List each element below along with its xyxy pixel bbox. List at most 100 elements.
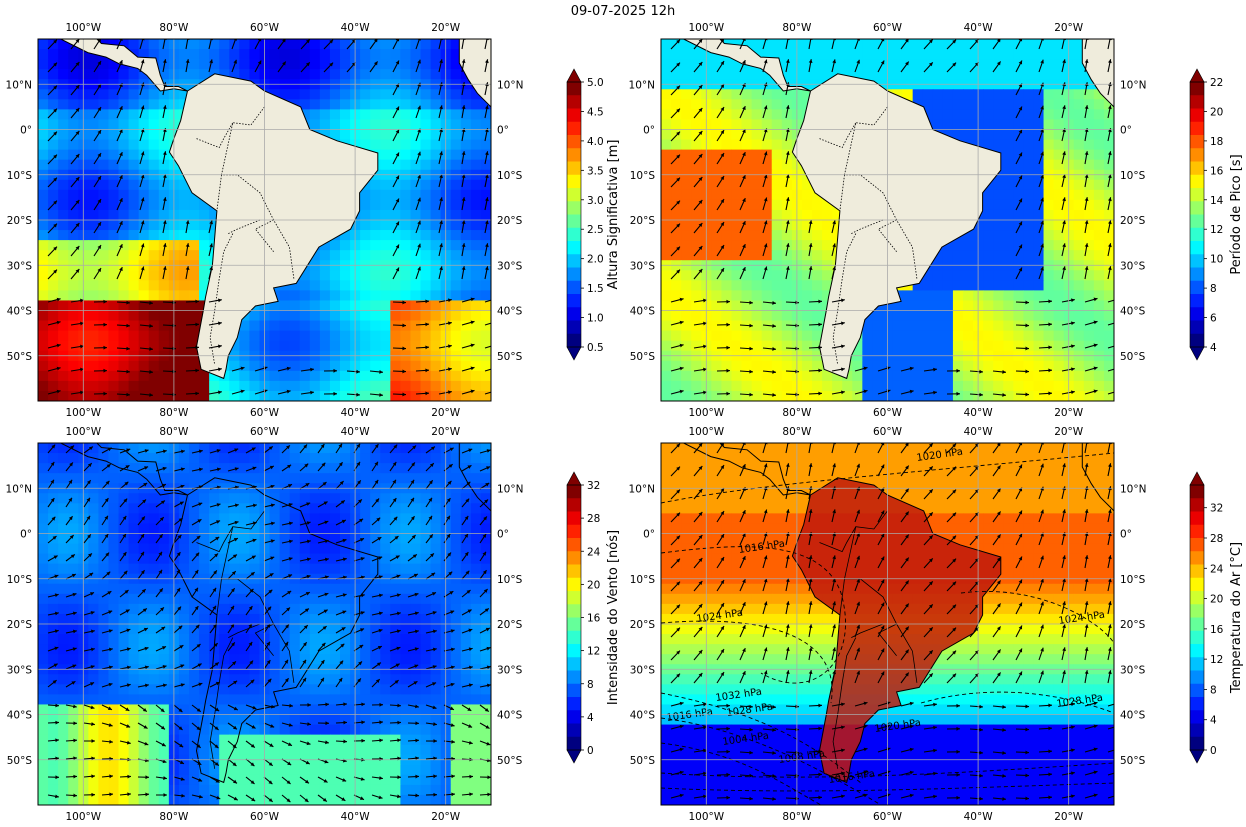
colorbar-segment <box>567 524 581 539</box>
colorbar-segment <box>567 564 581 579</box>
wind-arrow-head <box>233 59 238 64</box>
wind-arrow-head <box>73 738 77 743</box>
wind-arrow-head <box>679 366 684 371</box>
wind-arrow-head <box>703 702 707 707</box>
lat-tick-label: 10°N <box>1120 483 1146 495</box>
wind-arrow-head <box>1084 151 1089 155</box>
wind-arrow-head <box>53 131 57 136</box>
wind-arrow-head <box>430 446 435 451</box>
colorbar-segment <box>1190 683 1204 698</box>
wind-arrow-head <box>447 298 452 303</box>
wind-arrow-head <box>53 85 57 90</box>
wind-arrow-head <box>149 393 153 397</box>
wind-arrow-head <box>53 555 58 560</box>
wind-arrow-head <box>679 793 684 798</box>
wind-arrow-head <box>785 578 790 583</box>
wind-arrow-head <box>214 761 219 766</box>
wind-arrow-head <box>1093 389 1098 394</box>
wind-arrow-head <box>698 39 703 43</box>
wind-arrow-head <box>880 510 885 515</box>
wind-arrow-head <box>55 794 59 799</box>
wind-arrow-head <box>338 677 343 682</box>
wind-arrow-head <box>270 724 275 728</box>
wind-arrow-head <box>772 324 776 328</box>
wind-arrow-head <box>676 269 680 274</box>
wind-arrow-head <box>676 39 680 44</box>
wind-arrow <box>231 39 237 50</box>
wind-arrow-head <box>808 647 813 651</box>
wind-arrow-head <box>863 389 868 394</box>
wind-arrow-head <box>288 574 293 578</box>
wind-arrow-head <box>1117 366 1121 370</box>
wind-arrow-head <box>212 624 217 629</box>
wind-arrow-head <box>841 702 845 707</box>
wind-arrow-head <box>1002 751 1006 755</box>
lat-tick-label: 10°N <box>629 483 655 495</box>
wind-arrow-head <box>996 39 1001 43</box>
wind-arrow-head <box>1018 267 1023 272</box>
wind-arrow-head <box>358 499 362 504</box>
colorbar-tick-label: 16 <box>1210 624 1224 636</box>
coastline-south-america <box>168 477 379 784</box>
wind-arrow-head <box>415 721 419 726</box>
wind-arrow-head <box>322 797 327 802</box>
wind-arrow-head <box>952 39 957 44</box>
wind-arrow-head <box>742 602 746 607</box>
wind-arrow-head <box>450 610 455 614</box>
wind-arrow-head <box>306 521 311 525</box>
wind-arrow-head <box>808 463 813 467</box>
wind-arrow-head <box>91 722 95 726</box>
wind-arrow-head <box>676 604 680 609</box>
colorbar-segment <box>567 214 581 229</box>
wind-arrow-head <box>286 798 291 803</box>
wind-arrow-head <box>75 223 80 227</box>
wind-arrow-head <box>234 503 239 508</box>
wind-arrow-head <box>303 625 308 630</box>
wind-arrow-head <box>325 702 329 707</box>
country-border <box>209 233 234 365</box>
wind-arrow-head <box>97 61 102 66</box>
wind-arrow-head <box>197 663 202 668</box>
colorbar-segment <box>1190 591 1204 605</box>
wind-arrow-head <box>698 85 703 89</box>
wind-arrow-head <box>979 727 983 732</box>
lat-tick-label: 30°S <box>7 664 33 676</box>
lon-tick-label: 100°W <box>65 811 101 823</box>
wind-arrow <box>1061 443 1065 454</box>
wind-arrow-head <box>679 747 684 752</box>
wind-arrow-head <box>185 59 190 63</box>
wind-arrow-head <box>433 756 437 761</box>
wind-arrow-head <box>1107 555 1112 560</box>
wind-arrow-head <box>467 465 472 469</box>
wind-arrow-head <box>106 571 111 576</box>
wind-arrow-head <box>909 793 914 798</box>
wind-arrow-head <box>1018 464 1023 469</box>
wind-arrow-head <box>251 725 256 729</box>
wind-arrow <box>1107 368 1114 372</box>
lat-tick-label: 20°S <box>7 619 33 631</box>
country-border <box>832 637 857 769</box>
wind-arrow-head <box>742 579 746 584</box>
colorbar-segment <box>567 485 581 499</box>
colorbar-tick-label: 5.0 <box>587 77 604 89</box>
wind-arrow <box>854 443 860 454</box>
wind-arrow-head <box>749 300 753 305</box>
wind-arrow <box>785 39 789 50</box>
wind-arrow-head <box>360 593 365 598</box>
wind-arrow-head <box>310 390 314 395</box>
colorbar-segment <box>567 174 581 189</box>
wind-arrow <box>139 39 144 50</box>
lat-tick-label: 50°S <box>497 755 523 767</box>
lat-tick-label: 0° <box>1120 125 1132 137</box>
colorbar-segment <box>1190 670 1204 685</box>
wind-arrow-head <box>996 649 1001 654</box>
wind-arrow-head <box>785 105 790 110</box>
wind-arrow-head <box>679 701 684 706</box>
wind-arrow-head <box>676 650 680 655</box>
wind-arrow-head <box>863 366 868 371</box>
colorbar-tick-label: 2.5 <box>587 224 604 236</box>
wind-arrow <box>1107 345 1114 349</box>
wind-arrow-head <box>72 592 77 597</box>
wind-arrow-head <box>485 627 490 632</box>
wind-arrow-head <box>832 601 837 606</box>
